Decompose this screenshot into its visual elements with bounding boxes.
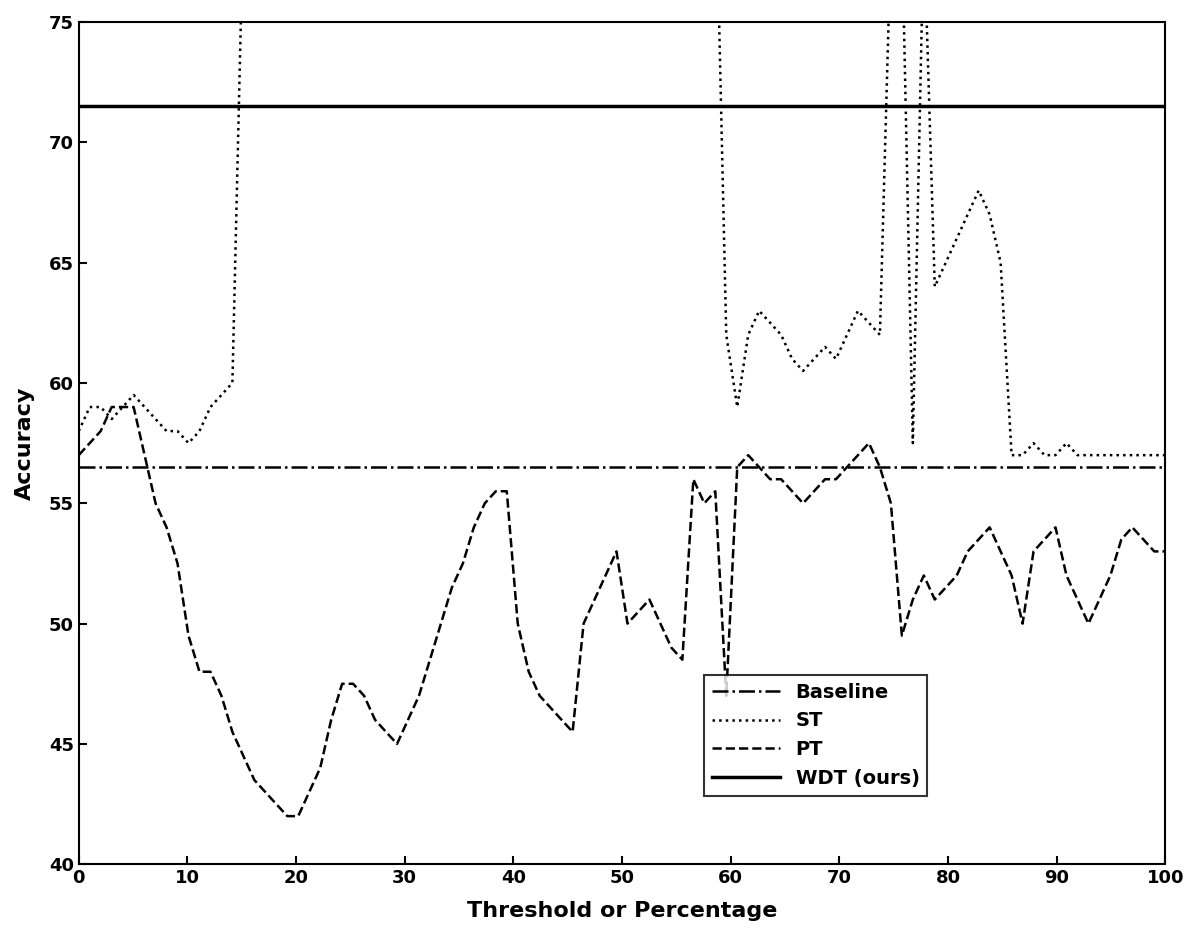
Line: PT: PT [79, 407, 1165, 816]
X-axis label: Threshold or Percentage: Threshold or Percentage [466, 901, 777, 921]
Legend: Baseline, ST, PT, WDT (ours): Baseline, ST, PT, WDT (ours) [704, 675, 927, 796]
PT [281, 811, 295, 822]
PT [302, 786, 317, 797]
Line: ST: ST [79, 0, 1165, 455]
ST [1158, 449, 1173, 461]
PT [741, 449, 755, 461]
ST [1005, 449, 1019, 461]
Baseline [83, 461, 97, 473]
Y-axis label: Accuracy: Accuracy [16, 387, 35, 500]
Baseline [72, 461, 86, 473]
ST [72, 426, 86, 437]
PT [104, 402, 119, 413]
ST [1092, 449, 1107, 461]
ST [730, 402, 745, 413]
ST [1125, 449, 1139, 461]
PT [347, 679, 361, 690]
WDT (ours) [72, 100, 86, 111]
PT [1158, 546, 1173, 557]
PT [1092, 594, 1107, 606]
PT [1125, 521, 1139, 533]
PT [653, 618, 668, 629]
PT [72, 449, 86, 461]
WDT (ours) [83, 100, 97, 111]
